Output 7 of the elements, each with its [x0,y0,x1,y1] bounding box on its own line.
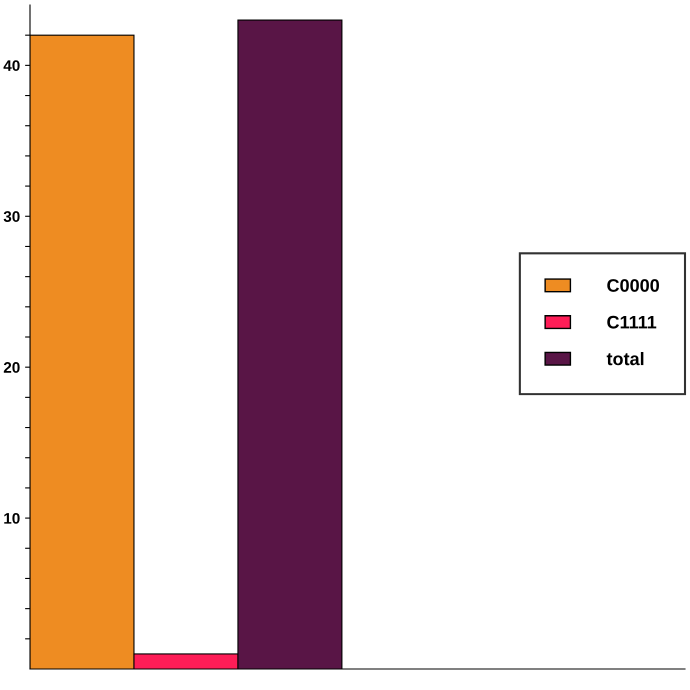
legend-label: total [606,352,644,366]
legend-label: C0000 [607,279,659,292]
y-tick-label: 40 [4,60,20,72]
y-tick-label: 20 [4,362,20,373]
y-tick-label: 30 [4,211,20,222]
y-tick-label: 10 [4,512,20,524]
legend-label: C1111 [607,316,656,329]
